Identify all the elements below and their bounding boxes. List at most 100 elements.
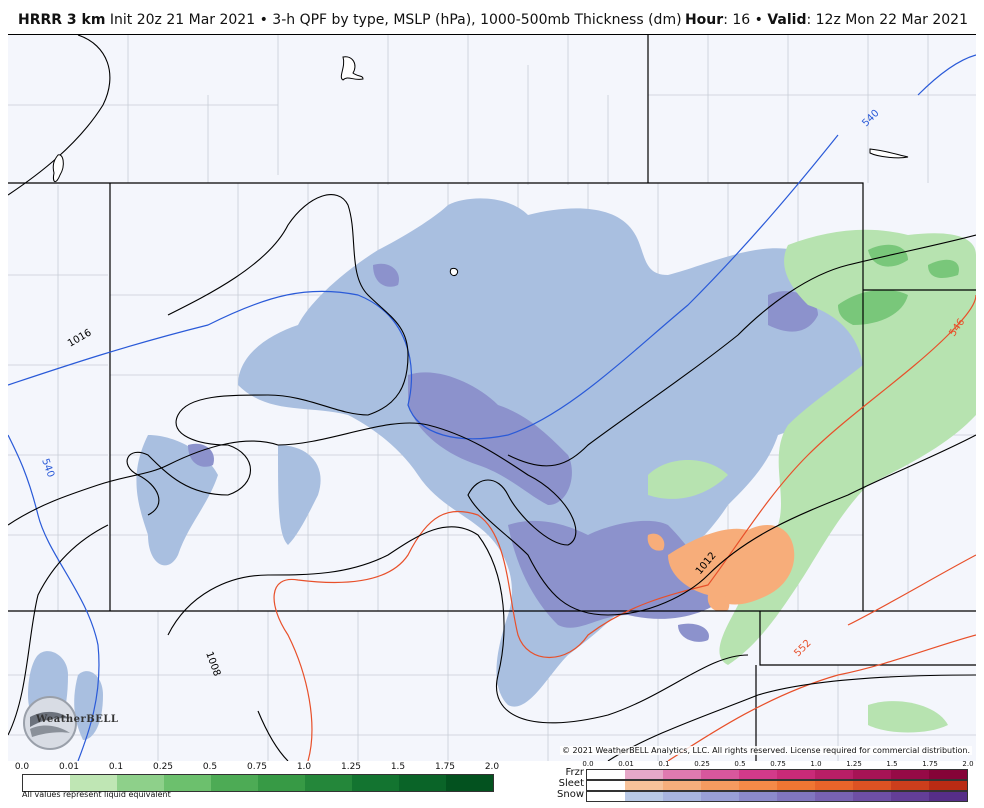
rain-tick-label: 1.25: [340, 762, 362, 772]
thickness-cold-lines: [8, 54, 976, 761]
title-separator: •: [259, 12, 268, 28]
ptype-tick-label: 0.25: [694, 760, 710, 768]
ptype-tick-label: 0.0: [582, 760, 594, 768]
ptype-tick-label: 0.01: [618, 760, 634, 768]
copyright-notice: © 2021 WeatherBELL Analytics, LLC. All r…: [560, 746, 972, 755]
sleet-area: [647, 525, 795, 612]
product-name: 3-h QPF by type, MSLP (hPa), 1000-500mb …: [272, 12, 682, 28]
rain-tick-label: 0.1: [108, 762, 124, 772]
rain-color-swatch: [258, 775, 305, 791]
map-title: HRRR 3 km Init 20z 21 Mar 2021 • 3-h QPF…: [18, 12, 682, 28]
isobar-lines: [8, 35, 976, 761]
isobar-label-1016: 1016: [66, 327, 94, 349]
rain-color-swatch: [446, 775, 493, 791]
rain-tick-label: 1.0: [296, 762, 312, 772]
weatherbell-logo: WeatherBELL: [36, 714, 119, 725]
ptype-color-swatch: [815, 781, 853, 790]
ptype-row-label: Snow: [557, 789, 584, 800]
ptype-color-swatch: [701, 770, 739, 779]
hour-label: Hour: [684, 12, 724, 28]
snow-moderate-area: [188, 263, 818, 642]
ptype-color-swatch: [891, 792, 929, 801]
rain-color-swatch: [352, 775, 399, 791]
rain-tick-label: 0.0: [14, 762, 30, 772]
ptype-color-swatch: [625, 792, 663, 801]
weather-map[interactable]: 1016 1012 1008 540 540 546 552: [8, 34, 976, 761]
hour-value: : 16: [723, 12, 751, 28]
ptype-row-label: Sleet: [558, 778, 584, 789]
rain-legend-note: All values represent liquid equivalent: [22, 790, 171, 799]
rain-tick-label: 1.75: [434, 762, 456, 772]
ptype-color-swatch: [663, 770, 701, 779]
state-borders: [8, 35, 976, 761]
rain-color-swatch: [164, 775, 211, 791]
ptype-color-swatch: [739, 792, 777, 801]
ptype-color-swatch: [625, 770, 663, 779]
ptype-color-swatch: [891, 781, 929, 790]
rain-tick-label: 0.5: [202, 762, 218, 772]
lakes: [52, 56, 909, 276]
rain-color-swatch: [305, 775, 352, 791]
ptype-color-swatch: [777, 781, 815, 790]
ptype-color-swatch: [853, 781, 891, 790]
thickness-label-540-north: 540: [860, 108, 881, 129]
ptype-color-row: [586, 769, 968, 780]
ptype-color-swatch: [853, 770, 891, 779]
ptype-tick-label: 0.75: [770, 760, 786, 768]
ptype-color-swatch: [739, 770, 777, 779]
ptype-color-swatch: [701, 781, 739, 790]
ptype-tick-label: 0.5: [734, 760, 746, 768]
ptype-color-swatch: [929, 770, 967, 779]
rain-color-swatch: [70, 775, 117, 791]
weatherbell-logo-mark: [23, 696, 77, 750]
thickness-warm-lines: [273, 294, 976, 761]
model-name: HRRR 3 km: [18, 12, 106, 28]
ptype-color-swatch: [587, 792, 625, 801]
ptype-color-swatch: [777, 770, 815, 779]
valid-info: Hour: 16 • Valid: 12z Mon 22 Mar 2021: [685, 12, 968, 28]
rain-tick-label: 0.25: [152, 762, 174, 772]
ptype-tick-label: 0.1: [658, 760, 670, 768]
isobar-label-1008: 1008: [203, 650, 222, 678]
ptype-color-swatch: [739, 781, 777, 790]
rain-color-swatch: [117, 775, 164, 791]
map-canvas: 1016 1012 1008 540 540 546 552: [8, 35, 976, 761]
init-time: Init 20z 21 Mar 2021: [109, 12, 256, 28]
rain-tick-label: 2.0: [484, 762, 500, 772]
ptype-tick-label: 1.5: [886, 760, 898, 768]
rain-color-bar: [22, 774, 494, 792]
rain-tick-label: 0.75: [246, 762, 268, 772]
rain-legend: 0.0 0.01 0.1 0.25 0.5 0.75 1.0 1.25 1.5 1.75 2.0 A…: [15, 762, 499, 800]
ptype-color-swatch: [815, 792, 853, 801]
thickness-label-552: 552: [792, 638, 813, 659]
rain-color-swatch: [211, 775, 258, 791]
rain-tick-label: 0.01: [58, 762, 80, 772]
ptype-row-label: Frzr: [565, 767, 585, 778]
ptype-legend: 0.0 0.01 0.1 0.25 0.5 0.75 1.0 1.25 1.5 1.75 2.0 F…: [557, 760, 974, 804]
rain-color-swatch: [399, 775, 446, 791]
ptype-color-swatch: [701, 792, 739, 801]
ptype-tick-label: 2.0: [962, 760, 974, 768]
ptype-color-swatch: [587, 781, 625, 790]
ptype-color-swatch: [929, 792, 967, 801]
ptype-color-swatch: [625, 781, 663, 790]
valid-value: : 12z Mon 22 Mar 2021: [806, 12, 968, 28]
map-header: HRRR 3 km Init 20z 21 Mar 2021 • 3-h QPF…: [0, 0, 984, 34]
ptype-color-swatch: [815, 770, 853, 779]
rain-tick-label: 1.5: [390, 762, 406, 772]
ptype-color-swatch: [663, 792, 701, 801]
valid-label: Valid: [767, 12, 807, 28]
ptype-color-swatch: [663, 781, 701, 790]
ptype-color-swatch: [929, 781, 967, 790]
ptype-color-swatch: [777, 792, 815, 801]
ptype-color-swatch: [891, 770, 929, 779]
ptype-tick-label: 1.0: [810, 760, 822, 768]
ptype-color-row: [586, 780, 968, 791]
valid-separator: •: [754, 12, 763, 28]
ptype-color-swatch: [587, 770, 625, 779]
rain-color-swatch: [23, 775, 70, 791]
ptype-color-row: [586, 791, 968, 802]
ptype-tick-label: 1.25: [846, 760, 862, 768]
ptype-color-swatch: [853, 792, 891, 801]
thickness-label-540-west: 540: [39, 457, 56, 479]
